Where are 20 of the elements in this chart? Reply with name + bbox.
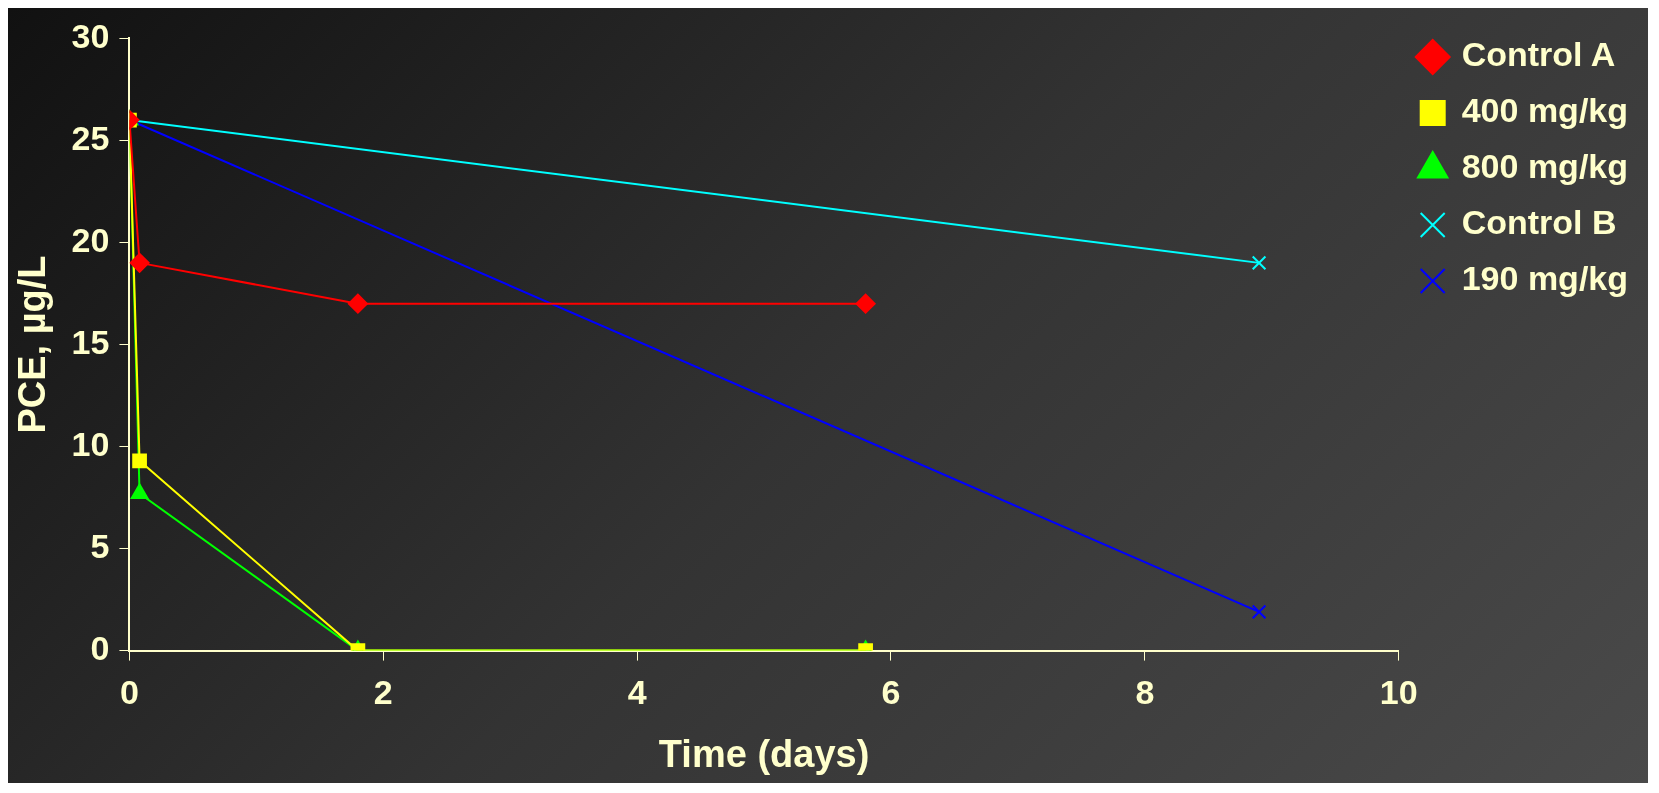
y-axis-title: PCE, µg/L	[11, 255, 54, 434]
legend-label: Control A	[1461, 35, 1616, 74]
legend-label: 190 mg/kg	[1461, 259, 1629, 298]
y-tick-label: 5	[90, 526, 110, 565]
legend-label: Control B	[1461, 203, 1617, 242]
x-axis-title: Time (days)	[658, 732, 870, 775]
x-tick-label: 8	[1135, 673, 1155, 712]
x-tick-label: 4	[627, 673, 647, 712]
legend-label: 800 mg/kg	[1461, 147, 1629, 186]
y-tick-label: 0	[90, 628, 110, 667]
x-tick-label: 2	[373, 673, 393, 712]
legend-label: 400 mg/kg	[1461, 91, 1629, 130]
y-tick-label: 15	[71, 322, 110, 361]
x-tick-label: 0	[119, 673, 139, 712]
y-tick-label: 25	[71, 118, 110, 157]
y-tick-label: 30	[71, 16, 110, 55]
y-tick-label: 10	[71, 424, 110, 463]
y-tick-label: 20	[71, 220, 110, 259]
x-tick-label: 6	[881, 673, 901, 712]
x-tick-label: 10	[1379, 673, 1418, 712]
